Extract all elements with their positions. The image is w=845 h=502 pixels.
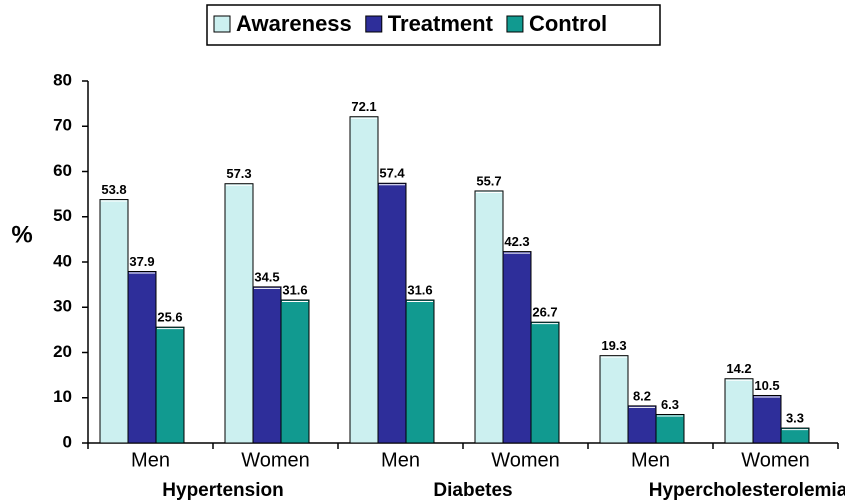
legend-swatch bbox=[365, 15, 383, 33]
bar bbox=[127, 271, 157, 444]
group-label: Diabetes bbox=[433, 480, 512, 501]
bar bbox=[627, 405, 657, 444]
bar bbox=[530, 321, 560, 444]
bar bbox=[252, 286, 282, 444]
x-tick-label: Men bbox=[631, 449, 670, 471]
bar bbox=[377, 182, 407, 444]
value-label: 57.4 bbox=[379, 166, 405, 181]
bar bbox=[599, 355, 629, 444]
legend-box bbox=[206, 4, 661, 46]
value-label: 14.2 bbox=[726, 361, 751, 376]
bar bbox=[502, 251, 532, 444]
bar bbox=[780, 427, 810, 444]
legend-label: Treatment bbox=[388, 11, 494, 36]
bar bbox=[99, 199, 129, 444]
y-tick-label: 80 bbox=[53, 70, 72, 89]
y-tick-label: 10 bbox=[53, 387, 72, 406]
value-label: 26.7 bbox=[532, 305, 557, 320]
value-label: 10.5 bbox=[754, 378, 779, 393]
value-label: 19.3 bbox=[601, 338, 626, 353]
y-tick-label: 60 bbox=[53, 161, 72, 180]
y-tick-label: 70 bbox=[53, 116, 72, 135]
value-label: 34.5 bbox=[254, 269, 279, 284]
bar bbox=[724, 378, 754, 444]
legend-label: Awareness bbox=[236, 11, 352, 36]
group-label: Hypercholesterolemia bbox=[649, 480, 845, 501]
value-label: 37.9 bbox=[129, 254, 154, 269]
bar bbox=[405, 299, 435, 444]
y-tick-label: 20 bbox=[53, 342, 72, 361]
value-label: 31.6 bbox=[407, 282, 432, 297]
value-label: 57.3 bbox=[226, 166, 251, 181]
y-tick-label: 50 bbox=[53, 206, 72, 225]
bar bbox=[752, 394, 782, 444]
value-label: 25.6 bbox=[157, 310, 182, 325]
value-label: 53.8 bbox=[101, 182, 126, 197]
value-label: 42.3 bbox=[504, 234, 529, 249]
y-axis-label: % bbox=[11, 221, 32, 248]
value-label: 6.3 bbox=[661, 397, 679, 412]
bar bbox=[349, 116, 379, 444]
x-tick-label: Women bbox=[491, 449, 560, 471]
value-label: 8.2 bbox=[633, 388, 651, 403]
legend-swatch bbox=[213, 15, 231, 33]
value-label: 72.1 bbox=[351, 99, 376, 114]
value-label: 31.6 bbox=[282, 282, 307, 297]
value-label: 3.3 bbox=[786, 411, 804, 426]
bar bbox=[655, 413, 685, 444]
x-tick-label: Women bbox=[741, 449, 810, 471]
bar bbox=[224, 183, 254, 444]
y-tick-label: 30 bbox=[53, 297, 72, 316]
bar bbox=[155, 326, 185, 444]
y-tick-label: 0 bbox=[63, 432, 72, 451]
bar bbox=[474, 190, 504, 444]
y-tick-label: 40 bbox=[53, 251, 72, 270]
x-tick-label: Women bbox=[241, 449, 310, 471]
group-label: Hypertension bbox=[162, 480, 283, 501]
value-label: 55.7 bbox=[476, 173, 501, 188]
bar bbox=[280, 299, 310, 444]
x-tick-label: Men bbox=[131, 449, 170, 471]
legend-label: Control bbox=[529, 11, 607, 36]
legend-swatch bbox=[506, 15, 524, 33]
x-tick-label: Men bbox=[381, 449, 420, 471]
